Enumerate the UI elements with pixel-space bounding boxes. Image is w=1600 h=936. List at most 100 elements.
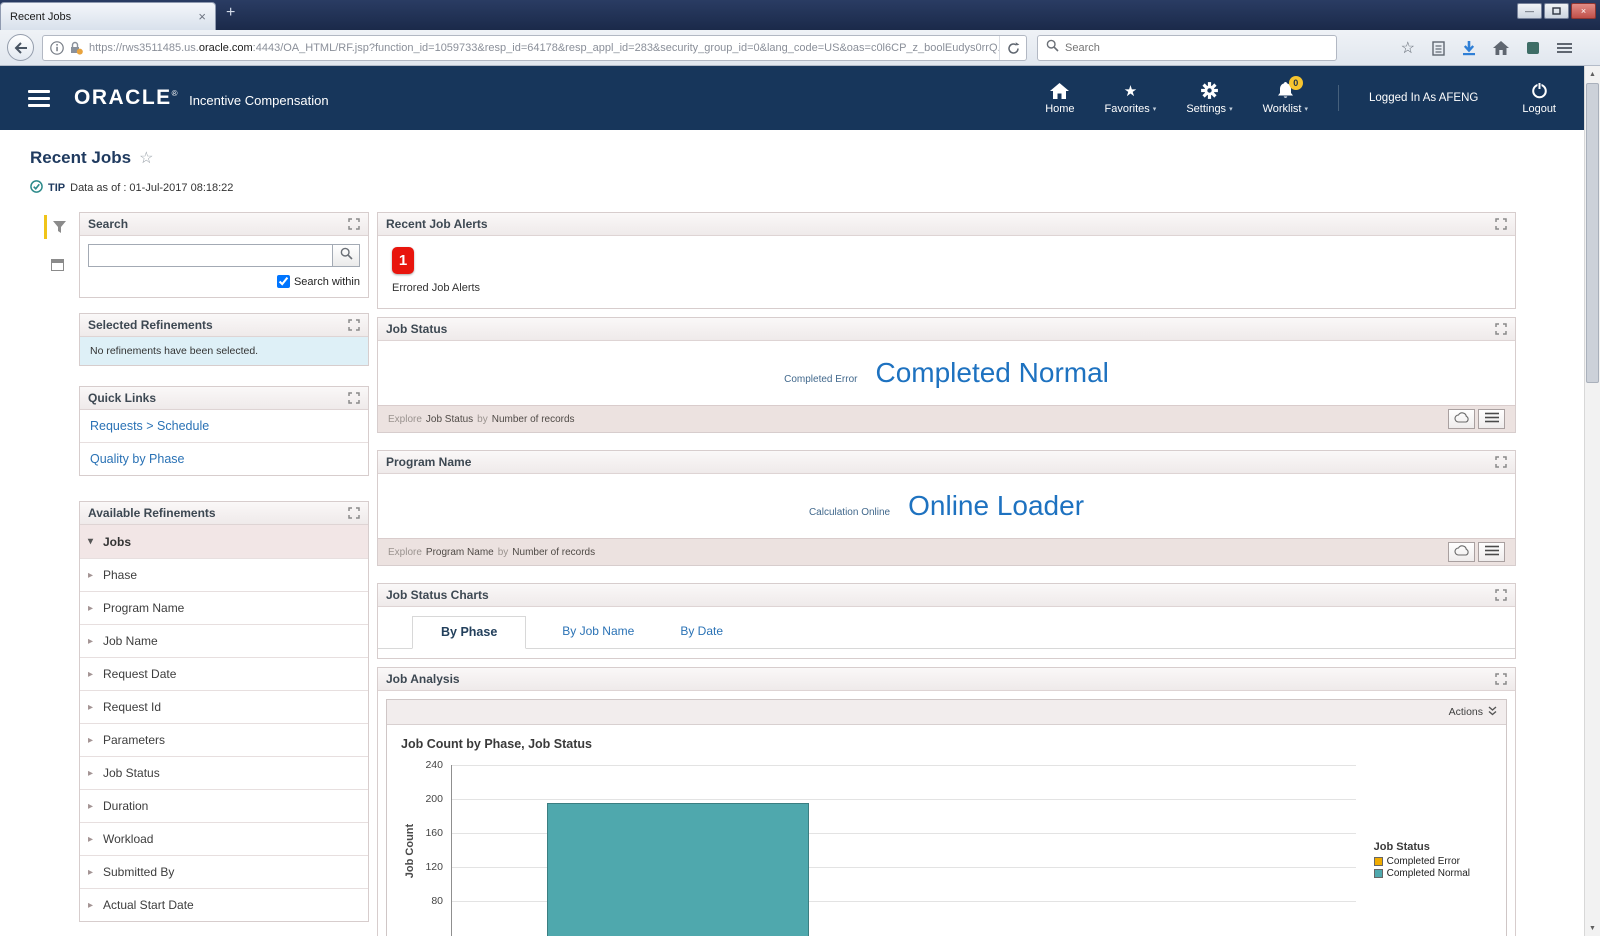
- refinement-item-workload[interactable]: ▸ Workload: [80, 822, 368, 855]
- refinement-label: Request Date: [103, 667, 177, 681]
- cloud-term-online-loader[interactable]: Online Loader: [908, 490, 1085, 521]
- scrollbar-thumb[interactable]: [1586, 83, 1599, 383]
- refinement-item-duration[interactable]: ▸ Duration: [80, 789, 368, 822]
- tab-by-phase[interactable]: By Phase: [412, 616, 527, 649]
- browser-tab[interactable]: Recent Jobs ×: [0, 2, 216, 30]
- url-text[interactable]: https://rws3511485.us.oracle.com:4443/OA…: [89, 42, 999, 54]
- maximize-panel-icon[interactable]: [348, 507, 360, 519]
- legend-swatch: [1373, 857, 1383, 866]
- nav-home[interactable]: Home: [1045, 82, 1075, 115]
- mixed-content-lock-icon[interactable]: [69, 41, 83, 55]
- maximize-panel-icon[interactable]: [1495, 456, 1507, 468]
- quick-link-requests-schedule[interactable]: Requests > Schedule: [90, 419, 210, 433]
- tab-close-icon[interactable]: ×: [198, 9, 206, 24]
- reload-button[interactable]: [999, 36, 1026, 60]
- browser-search-input[interactable]: [1065, 42, 1328, 54]
- refinement-item-job-name[interactable]: ▸ Job Name: [80, 624, 368, 657]
- program-name-panel: Program Name Calculation Online Online Lo…: [377, 450, 1516, 566]
- y-tick-label: 160: [425, 827, 443, 839]
- url-bar[interactable]: https://rws3511485.us.oracle.com:4443/OA…: [42, 35, 1027, 61]
- bookmark-star-icon[interactable]: ☆: [1400, 40, 1415, 57]
- bookmarks-menu-icon[interactable]: [1432, 40, 1445, 56]
- back-arrow-icon: [14, 41, 27, 54]
- cloud-icon: [1453, 412, 1470, 426]
- double-chevron-down-icon[interactable]: [1488, 705, 1497, 719]
- bar-completed-normal[interactable]: [547, 803, 809, 936]
- tab-by-job-name[interactable]: By Job Name: [562, 624, 635, 638]
- recent-job-alerts-panel: Recent Job Alerts 1 Errored Job Alerts: [377, 212, 1516, 309]
- window-minimize-button[interactable]: —: [1517, 3, 1542, 19]
- worklist-bell-icon: 0: [1277, 75, 1303, 100]
- maximize-panel-icon[interactable]: [348, 218, 360, 230]
- refinement-search-input[interactable]: [88, 244, 333, 267]
- cloud-term-calculation-online[interactable]: Calculation Online: [808, 507, 891, 518]
- favorite-page-star-icon[interactable]: ☆: [139, 150, 154, 167]
- refinement-item-submitted-by[interactable]: ▸ Submitted By: [80, 855, 368, 888]
- app-header-nav: Home ★ Favorites ▾ Settings ▾ 0 Worklist ▾ …: [1045, 75, 1556, 115]
- nav-settings[interactable]: Settings ▾: [1186, 82, 1233, 115]
- back-button[interactable]: [7, 34, 34, 61]
- refinement-item-actual-start-date[interactable]: ▸ Actual Start Date: [80, 888, 368, 921]
- legend-entry-completed-error: Completed Error: [1373, 856, 1470, 867]
- cloud-term-completed-error[interactable]: Completed Error: [784, 374, 858, 385]
- menu-hamburger-icon[interactable]: [1557, 42, 1572, 54]
- maximize-panel-icon[interactable]: [1495, 218, 1507, 230]
- maximize-panel-icon[interactable]: [348, 392, 360, 404]
- cloud-view-button[interactable]: [1448, 409, 1475, 429]
- downloads-icon[interactable]: [1462, 40, 1476, 56]
- rail-panel-tool[interactable]: [44, 253, 71, 277]
- maximize-panel-icon[interactable]: [348, 319, 360, 331]
- maximize-panel-icon[interactable]: [1495, 673, 1507, 685]
- list-view-button[interactable]: [1478, 542, 1505, 562]
- home-house-icon: [1050, 82, 1070, 100]
- scroll-down-arrow[interactable]: ▼: [1589, 924, 1596, 932]
- cloud-view-button[interactable]: [1448, 542, 1475, 562]
- refinement-label: Workload: [103, 832, 154, 846]
- legend-label: Completed Normal: [1386, 868, 1470, 879]
- window-maximize-button[interactable]: [1544, 3, 1569, 19]
- maximize-panel-icon[interactable]: [1495, 589, 1507, 601]
- y-tick-label: 200: [425, 793, 443, 805]
- rail-filter-tool[interactable]: [44, 215, 71, 239]
- quick-link-quality-by-phase[interactable]: Quality by Phase: [80, 442, 368, 475]
- panel-title: Job Status Charts: [386, 588, 489, 602]
- refinement-item-jobs[interactable]: ▾ Jobs: [80, 525, 368, 558]
- browser-search-bar[interactable]: [1037, 35, 1337, 61]
- refinement-item-program-name[interactable]: ▸ Program Name: [80, 591, 368, 624]
- vertical-scrollbar[interactable]: ▲ ▼: [1584, 66, 1600, 936]
- triangle-right-icon: ▸: [88, 701, 94, 713]
- panel-title: Recent Job Alerts: [386, 217, 488, 231]
- maximize-panel-icon[interactable]: [1495, 323, 1507, 335]
- extension-icon[interactable]: [1526, 41, 1540, 55]
- search-submit-button[interactable]: [333, 244, 360, 267]
- window-close-button[interactable]: ×: [1571, 3, 1596, 19]
- nav-favorites[interactable]: ★ Favorites ▾: [1104, 82, 1157, 115]
- panel-title: Program Name: [386, 455, 472, 469]
- tab-by-date[interactable]: By Date: [680, 624, 723, 638]
- scroll-up-arrow[interactable]: ▲: [1589, 70, 1596, 78]
- tip-row: TIP Data as of : 01-Jul-2017 08:18:22: [30, 180, 1554, 196]
- info-icon[interactable]: [50, 41, 64, 55]
- page-content: Recent Jobs ☆ TIP Data as of : 01-Jul-20…: [0, 130, 1584, 936]
- new-tab-button[interactable]: +: [226, 4, 236, 21]
- refinement-item-parameters[interactable]: ▸ Parameters: [80, 723, 368, 756]
- nav-logout[interactable]: Logout: [1522, 82, 1556, 115]
- actions-menu[interactable]: Actions: [1448, 706, 1483, 718]
- explore-metric: Number of records: [491, 413, 575, 425]
- cloud-term-completed-normal[interactable]: Completed Normal: [875, 357, 1109, 388]
- refinement-label: Actual Start Date: [103, 898, 194, 912]
- nav-worklist[interactable]: 0 Worklist ▾: [1262, 75, 1309, 115]
- no-refinements-message: No refinements have been selected.: [80, 337, 368, 365]
- errored-jobs-count-badge[interactable]: 1: [392, 247, 414, 274]
- panel-title: Available Refinements: [88, 506, 216, 520]
- chevron-down-icon: ▾: [1304, 105, 1309, 113]
- app-menu-hamburger-icon[interactable]: [28, 89, 50, 107]
- refinement-item-request-date[interactable]: ▸ Request Date: [80, 657, 368, 690]
- legend-title: Job Status: [1373, 841, 1430, 853]
- list-view-button[interactable]: [1478, 409, 1505, 429]
- refinement-item-request-id[interactable]: ▸ Request Id: [80, 690, 368, 723]
- home-icon[interactable]: [1493, 41, 1509, 55]
- refinement-item-job-status[interactable]: ▸ Job Status: [80, 756, 368, 789]
- refinement-item-phase[interactable]: ▸ Phase: [80, 558, 368, 591]
- search-within-checkbox[interactable]: [276, 275, 290, 288]
